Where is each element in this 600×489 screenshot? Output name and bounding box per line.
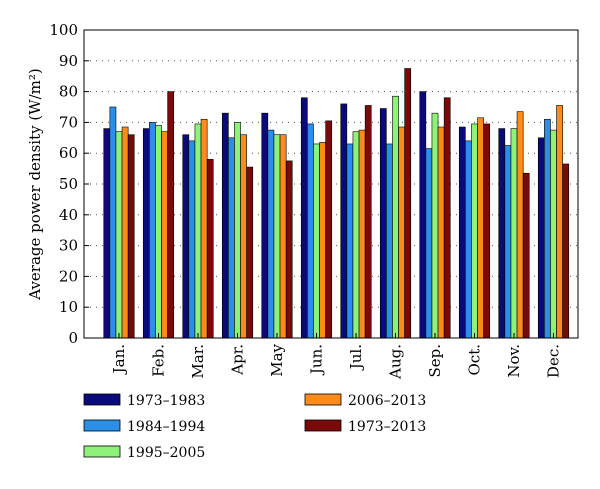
bar <box>155 125 162 339</box>
bar <box>425 148 433 339</box>
bar <box>471 123 478 339</box>
y-tick-label: 70 <box>59 113 78 131</box>
bar <box>437 126 445 339</box>
legend-label: 1995–2005 <box>127 445 205 461</box>
x-tick-label: May <box>268 343 286 376</box>
bar <box>419 91 427 339</box>
bar <box>431 112 439 339</box>
bar <box>300 97 308 339</box>
x-tick-label: Apr. <box>229 344 247 376</box>
bar <box>562 163 570 339</box>
y-tick-label: 80 <box>59 83 78 101</box>
bar <box>142 128 150 339</box>
bar <box>498 128 506 339</box>
x-tick-label: Oct. <box>466 344 484 376</box>
bar <box>325 120 333 339</box>
y-tick-label: 40 <box>59 206 78 224</box>
bar <box>346 143 354 339</box>
bar <box>307 123 314 339</box>
bar <box>477 117 484 339</box>
x-tick-label: Nov. <box>505 344 523 378</box>
legend-swatch <box>83 393 121 406</box>
bar <box>285 160 293 339</box>
bar <box>443 97 451 339</box>
y-tick-label: 20 <box>59 267 78 285</box>
bar <box>103 128 111 339</box>
bar <box>392 95 399 339</box>
x-tick-label: Sep. <box>426 344 444 378</box>
bar <box>240 134 247 339</box>
x-tick-label: Jun. <box>308 344 326 376</box>
bar <box>550 129 557 339</box>
legend-swatch <box>304 393 342 406</box>
x-tick-label: Jul. <box>347 344 365 371</box>
bar <box>465 140 472 339</box>
x-ticks: Jan. Feb. Mar. Apr. May Jun. Jul. Aug. Sep. Oct. N… <box>110 333 563 380</box>
bar <box>386 143 393 339</box>
bar <box>273 134 281 339</box>
bar <box>544 119 551 339</box>
legend-swatch <box>83 445 121 458</box>
bar <box>522 172 530 339</box>
y-tick-label: 90 <box>59 52 78 70</box>
y-axis-label: Average power density (W/m²) <box>26 68 44 301</box>
bar <box>194 123 202 339</box>
bar <box>149 122 156 339</box>
bar <box>109 106 117 339</box>
bar <box>246 166 254 339</box>
y-tick-label: 30 <box>59 237 78 255</box>
y-tick-label: 0 <box>68 329 78 347</box>
x-tick-label: Jan. <box>110 344 128 375</box>
bars <box>103 68 570 339</box>
bar <box>340 103 348 339</box>
legend-label: 1973–1983 <box>127 393 205 409</box>
bar <box>458 126 466 339</box>
legend: 1973–1983 1984–1994 1995–2005 2006–2013 1973… <box>83 393 426 461</box>
bar <box>398 126 405 339</box>
bar <box>510 128 518 339</box>
bar <box>228 137 235 339</box>
bar <box>261 112 269 339</box>
bar <box>379 108 387 339</box>
bar <box>115 131 123 339</box>
legend-swatch <box>83 419 121 432</box>
legend-label: 1973–2013 <box>348 419 426 435</box>
bar <box>516 111 524 339</box>
bar <box>200 119 208 339</box>
bar <box>267 129 275 339</box>
bar <box>352 131 360 339</box>
legend-swatch <box>304 419 342 432</box>
legend-label: 1984–1994 <box>127 419 205 435</box>
x-tick-label: Aug. <box>387 344 405 380</box>
y-tick-label: 60 <box>59 144 78 162</box>
bar <box>358 129 366 339</box>
bar <box>319 142 326 339</box>
bar <box>504 145 512 339</box>
bar <box>182 134 190 339</box>
bar <box>188 140 196 339</box>
bar <box>206 159 214 339</box>
bar <box>234 122 241 339</box>
bar <box>121 126 129 339</box>
bar <box>364 105 372 339</box>
bar <box>556 105 563 339</box>
bar <box>404 68 412 339</box>
legend-label: 2006–2013 <box>348 393 426 409</box>
bar <box>279 134 287 339</box>
bar <box>167 91 175 339</box>
bar <box>313 143 320 339</box>
x-tick-label: Feb. <box>150 344 168 377</box>
bar <box>221 112 229 339</box>
x-tick-label: Mar. <box>189 344 207 379</box>
y-tick-label: 50 <box>59 175 78 193</box>
y-tick-label: 10 <box>59 298 78 316</box>
y-ticks: 0 10 20 30 40 50 60 70 80 90 100 <box>49 21 89 347</box>
bar <box>483 123 491 339</box>
bar <box>537 137 545 339</box>
x-tick-label: Dec. <box>545 344 563 378</box>
bar <box>127 134 135 339</box>
y-tick-label: 100 <box>49 21 78 39</box>
bar <box>161 131 168 339</box>
